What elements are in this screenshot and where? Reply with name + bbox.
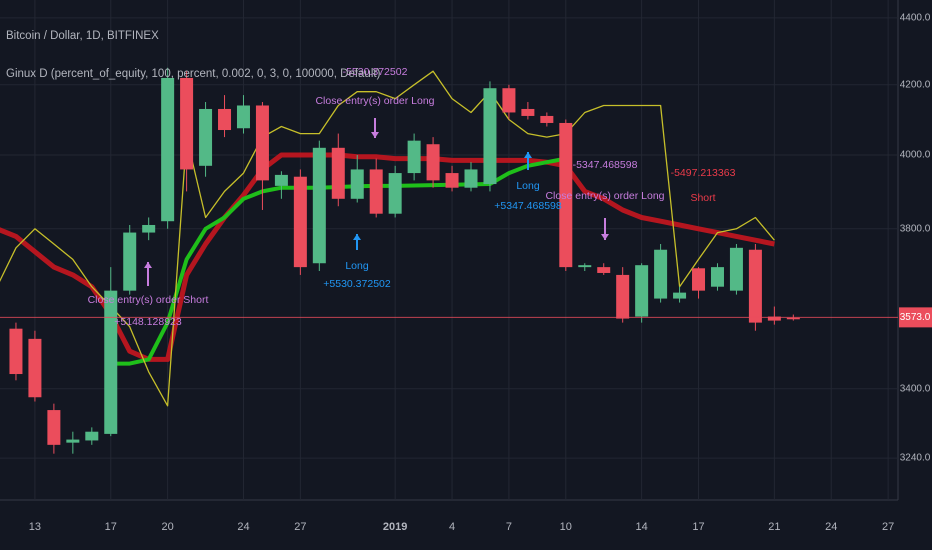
last-price-box xyxy=(899,307,932,328)
candle-body xyxy=(47,410,61,445)
candle-body xyxy=(578,265,592,268)
last-price-label: 3573.0 xyxy=(900,312,931,323)
chart-title: Bitcoin / Dollar, 1D, BITFINEX xyxy=(6,30,159,42)
candle-body xyxy=(426,144,440,181)
candle-body xyxy=(142,224,156,233)
annotation: -5347.468598 xyxy=(573,159,638,171)
candle-body xyxy=(729,247,743,291)
x-tick-label: 7 xyxy=(506,521,512,533)
candle-body xyxy=(161,77,175,222)
indicator-line xyxy=(0,70,775,407)
annotation: Close entry(s) order Short xyxy=(88,294,209,306)
indicator-line xyxy=(0,152,775,362)
candle-body xyxy=(616,274,630,319)
candle-body xyxy=(85,431,99,441)
y-tick-label: 4000.0 xyxy=(900,150,931,161)
candle-body xyxy=(692,268,706,291)
candle-body xyxy=(255,105,269,181)
candle-body xyxy=(331,147,345,199)
candle-body xyxy=(28,338,42,398)
candle-body xyxy=(312,147,326,264)
candle-body xyxy=(654,249,668,299)
signal-arrow-head xyxy=(601,234,609,240)
annotation: -5497.213363 xyxy=(671,167,736,179)
indicator-label: Ginux D (percent_of_equity, 100, percent… xyxy=(6,68,381,80)
candle-body xyxy=(218,108,232,131)
x-tick-label: 20 xyxy=(162,521,174,533)
signal-arrow-head xyxy=(353,234,361,240)
candle-body xyxy=(407,140,421,174)
plot: -5530.372502 Close entry(s) order Long Lon… xyxy=(0,66,898,454)
x-tick-label: 17 xyxy=(692,521,704,533)
signal-arrow-head xyxy=(144,262,152,268)
x-tick-label: 4 xyxy=(449,521,455,533)
x-tick-label: 13 xyxy=(29,521,41,533)
candle-body xyxy=(388,173,402,214)
signal-arrow-head xyxy=(524,152,532,158)
candle-body xyxy=(123,232,137,291)
candle-body xyxy=(540,115,554,123)
candle-body xyxy=(180,77,194,170)
candle-body xyxy=(502,88,516,113)
y-tick-label: 4200.0 xyxy=(900,79,931,90)
candle-body xyxy=(445,173,459,188)
candle-body xyxy=(104,290,118,434)
candle-body xyxy=(293,176,307,268)
candle-body xyxy=(635,265,649,317)
x-tick-label: 14 xyxy=(636,521,648,533)
candle-body xyxy=(521,108,535,116)
candle-body xyxy=(274,174,288,186)
annotation: +5347.468598 xyxy=(494,200,562,212)
x-tick-label: 27 xyxy=(294,521,306,533)
candle-body xyxy=(748,249,762,323)
candle-body xyxy=(786,317,800,320)
annotation: Short xyxy=(690,192,715,204)
candle-body xyxy=(369,169,383,214)
candle-body xyxy=(710,267,724,287)
x-tick-label: 21 xyxy=(768,521,780,533)
candle-body xyxy=(597,267,611,273)
candle-body xyxy=(66,439,80,443)
y-tick-label: 3240.0 xyxy=(900,453,931,464)
candle-body xyxy=(767,316,781,321)
annotation: Long xyxy=(516,180,540,192)
candle-body xyxy=(9,328,23,375)
candle-body xyxy=(483,88,497,185)
candle-body xyxy=(236,105,250,129)
y-tick-label: 3800.0 xyxy=(900,223,931,234)
signal-arrow-head xyxy=(371,132,379,138)
candle-body xyxy=(464,169,478,188)
candle-body xyxy=(559,122,573,268)
annotation: +5530.372502 xyxy=(323,278,391,290)
candle-body xyxy=(350,169,364,199)
annotation: -5530.372502 xyxy=(343,66,408,78)
y-tick-label: 4400.0 xyxy=(900,13,931,24)
x-tick-label: 10 xyxy=(560,521,572,533)
x-tick-label: 17 xyxy=(105,521,117,533)
annotation: +5148.128923 xyxy=(114,316,182,328)
candle-body xyxy=(673,292,687,299)
annotation: Close entry(s) order Long xyxy=(315,95,434,107)
axes: 3240.0 3400.0 3800.0 4000.0 4200.0 4400.0 13 17… xyxy=(29,13,932,533)
x-tick-label: 24 xyxy=(825,521,837,533)
annotation: Close entry(s) order Long xyxy=(545,190,664,202)
candle-body xyxy=(199,108,213,166)
x-tick-label: 27 xyxy=(882,521,894,533)
x-tick-label: 2019 xyxy=(383,521,407,533)
y-tick-label: 3400.0 xyxy=(900,383,931,394)
annotation: Long xyxy=(345,260,369,272)
x-tick-label: 24 xyxy=(237,521,249,533)
